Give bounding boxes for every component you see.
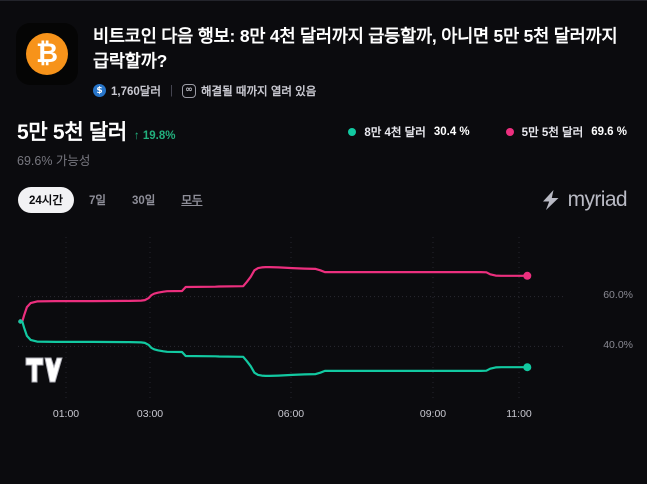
status-group: ∞ 해결될 때까지 열려 있음 [181, 83, 317, 99]
outcome-probability: 69.6% 가능성 [17, 153, 91, 168]
chart-legend: 8만 4천 달러 30.4 % 5만 5천 달러 69.6 % [348, 116, 627, 140]
brand-wordmark: myriad [567, 187, 628, 211]
legend-dot-icon [505, 127, 514, 136]
bitcoin-icon: ₿ [16, 23, 78, 85]
header-text-block: 비트코인 다음 행보: 8만 4천 달러까지 급등할까, 아니면 5만 5천 달… [93, 23, 627, 99]
x-axis-tick-label: 11:00 [506, 407, 532, 420]
outcome-headline: 5만 5천 달러 ↑ 19.8% [17, 116, 175, 146]
outcome-name: 5만 5천 달러 [17, 120, 127, 144]
tab-30d[interactable]: 30일 [131, 194, 156, 207]
x-axis-tick-label: 03:00 [136, 407, 164, 420]
legend-item-down[interactable]: 5만 5천 달러 69.6 % [505, 124, 627, 140]
legend-label: 5만 5천 달러 [521, 126, 584, 139]
x-axis-tick-label: 06:00 [277, 407, 305, 420]
status-badge: 해결될 때까지 열려 있음 [200, 85, 317, 98]
y-axis-tick-label: 40.0% [603, 339, 633, 352]
x-axis-tick-label: 01:00 [52, 407, 80, 420]
market-header: ₿ 비트코인 다음 행보: 8만 4천 달러까지 급등할까, 아니면 5만 5천… [0, 1, 647, 99]
tab-7d[interactable]: 7일 [88, 194, 106, 207]
chart-toolbar: 24시간 7일 30일 모두 myriad [0, 169, 647, 213]
tradingview-logo [25, 357, 63, 383]
meta-divider: | [169, 84, 173, 97]
legend-percent: 69.6 % [591, 125, 627, 138]
market-meta: $ 1,760달러 | ∞ 해결될 때까지 열려 있음 [93, 83, 627, 99]
page-title: 비트코인 다음 행보: 8만 4천 달러까지 급등할까, 아니면 5만 5천 달… [93, 26, 618, 71]
bitcoin-glyph: ₿ [26, 33, 68, 75]
x-axis-tick-label: 09:00 [419, 407, 447, 420]
y-axis-tick-label: 60.0% [603, 289, 633, 302]
volume-group: $ 1,760달러 [93, 83, 161, 99]
chart-svg [18, 236, 563, 400]
legend-label: 8만 4천 달러 [364, 126, 426, 139]
outcome-change: ↑ 19.8% [133, 129, 176, 142]
tab-all[interactable]: 모두 [181, 194, 203, 207]
volume-value: 1,760달러 [111, 85, 161, 98]
probability-chart[interactable]: 40.0% 60.0% 01:00 03:00 06:00 09:00 11:00 [0, 229, 647, 434]
myriad-brand: myriad [541, 187, 628, 212]
leading-outcome-block: 5만 5천 달러 ↑ 19.8% 69.6% 가능성 [17, 116, 175, 169]
legend-item-up[interactable]: 8만 4천 달러 30.4 % [348, 124, 470, 140]
infinity-icon: ∞ [181, 83, 196, 98]
timeframe-tabs: 24시간 7일 30일 모두 [18, 186, 213, 213]
tab-24h[interactable]: 24시간 [18, 186, 74, 213]
usdc-coin-icon: $ [93, 84, 106, 98]
legend-dot-icon [348, 127, 357, 136]
stats-row: 5만 5천 달러 ↑ 19.8% 69.6% 가능성 8만 4천 달러 30.4… [0, 99, 647, 169]
legend-percent: 30.4 % [433, 125, 470, 138]
lightning-bolt-icon [542, 189, 559, 210]
